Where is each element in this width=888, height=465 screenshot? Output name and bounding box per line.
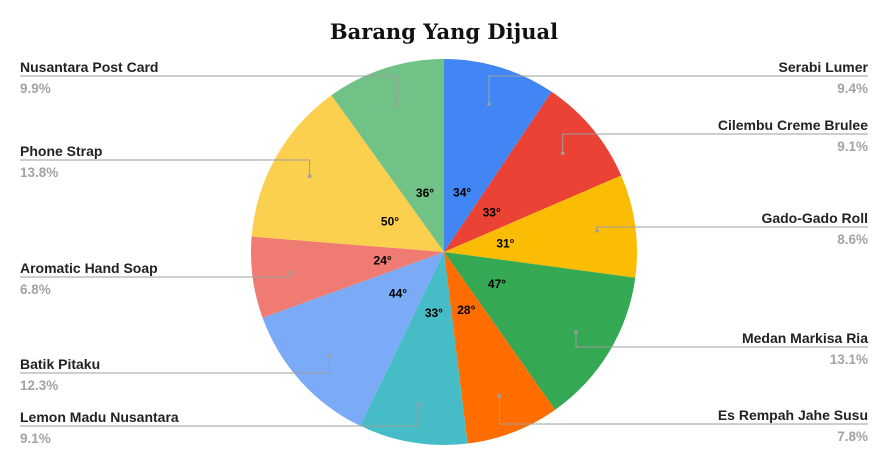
percent-label-cilembu-creme-brulee: 9.1% [837, 139, 868, 154]
leader-line-batik-pitaku [20, 355, 330, 374]
pie-slices [251, 59, 638, 445]
percent-label-lemon-madu-nusantara: 9.1% [20, 431, 51, 446]
category-label-phone-strap: Phone Strap [20, 143, 102, 159]
leader-line-cilembu-creme-brulee [562, 133, 868, 154]
category-label-nusantara-post-card: Nusantara Post Card [20, 59, 158, 75]
percent-label-medan-markisa-ria: 13.1% [830, 352, 868, 367]
category-label-medan-markisa-ria: Medan Markisa Ria [742, 330, 868, 346]
chart-title: Barang Yang Dijual [330, 19, 558, 44]
percent-label-nusantara-post-card: 9.9% [20, 81, 51, 96]
angle-labels: 34° 33° 31° 47° 28° 33° 44° 24° 50° 36° [374, 186, 515, 321]
pie-slice-es-rempah-jahe-susu[interactable] [444, 252, 556, 444]
percent-label-aromatic-hand-soap: 6.8% [20, 282, 51, 297]
pie-slice-phone-strap[interactable] [251, 95, 444, 252]
category-label-gado-gado-roll: Gado-Gado Roll [761, 210, 868, 226]
leader-line-nusantara-post-card [20, 75, 398, 105]
angle-label-aromatic-hand-soap: 24° [374, 253, 392, 267]
angle-label-cilembu-creme-brulee: 33° [483, 205, 501, 219]
pie-slice-serabi-lumer[interactable] [444, 59, 552, 252]
slice-labels: Serabi Lumer 9.4% Cilembu Creme Brulee 9.1%… [20, 59, 869, 446]
pie-slice-cilembu-creme-brulee[interactable] [444, 91, 622, 252]
angle-label-gado-gado-roll: 31° [496, 237, 514, 251]
angle-label-nusantara-post-card: 36° [416, 186, 434, 200]
leader-line-aromatic-hand-soap [20, 272, 292, 278]
leader-line-phone-strap [20, 159, 311, 177]
angle-label-batik-pitaku: 44° [389, 287, 407, 301]
leader-line-gado-gado-roll [596, 226, 868, 231]
angle-label-lemon-madu-nusantara: 33° [425, 306, 443, 320]
leader-line-serabi-lumer [488, 75, 868, 105]
leader-line-es-rempah-jahe-susu [499, 396, 868, 425]
angle-label-medan-markisa-ria: 47° [488, 277, 506, 291]
leader-lines [20, 75, 868, 427]
angle-label-es-rempah-jahe-susu: 28° [457, 303, 475, 317]
category-label-batik-pitaku: Batik Pitaku [20, 356, 100, 372]
percent-label-serabi-lumer: 9.4% [837, 81, 868, 96]
category-label-es-rempah-jahe-susu: Es Rempah Jahe Susu [718, 407, 868, 423]
percent-label-batik-pitaku: 12.3% [20, 378, 58, 393]
pie-slice-aromatic-hand-soap[interactable] [251, 236, 444, 318]
angle-label-serabi-lumer: 34° [453, 186, 471, 200]
category-label-aromatic-hand-soap: Aromatic Hand Soap [20, 260, 158, 276]
angle-label-phone-strap: 50° [381, 215, 399, 229]
pie-slice-lemon-madu-nusantara[interactable] [360, 252, 468, 445]
percent-label-es-rempah-jahe-susu: 7.8% [837, 429, 868, 444]
pie-slice-gado-gado-roll[interactable] [444, 175, 638, 278]
pie-slice-medan-markisa-ria[interactable] [444, 252, 636, 410]
percent-label-gado-gado-roll: 8.6% [837, 232, 868, 247]
category-label-cilembu-creme-brulee: Cilembu Creme Brulee [718, 117, 868, 133]
leader-line-medan-markisa-ria [575, 332, 868, 348]
leader-line-lemon-madu-nusantara [20, 404, 420, 427]
category-label-serabi-lumer: Serabi Lumer [779, 59, 869, 75]
pie-slice-batik-pitaku[interactable] [262, 252, 444, 426]
category-label-lemon-madu-nusantara: Lemon Madu Nusantara [20, 409, 179, 425]
pie-slice-nusantara-post-card[interactable] [331, 59, 444, 252]
percent-label-phone-strap: 13.8% [20, 165, 58, 180]
